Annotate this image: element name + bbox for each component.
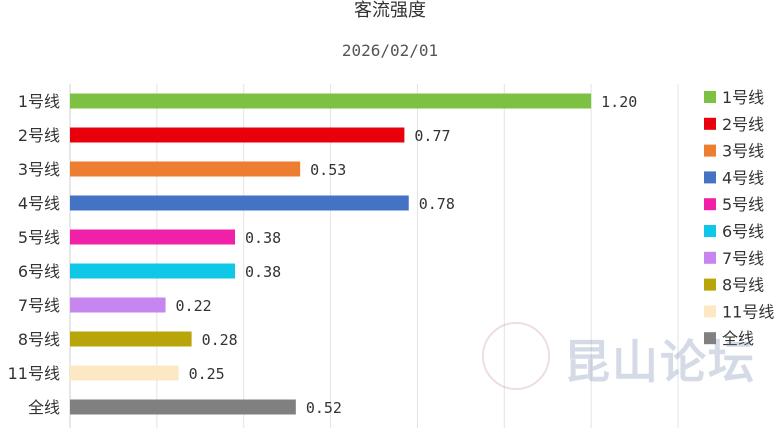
legend-label: 1号线 — [722, 88, 764, 107]
value-label: 0.38 — [245, 229, 281, 247]
legend-swatch — [704, 144, 716, 157]
legend-label: 4号线 — [722, 168, 764, 187]
bar-4 — [70, 195, 409, 211]
legend-label: 8号线 — [722, 276, 764, 295]
bar-3 — [70, 161, 301, 177]
legend-swatch — [704, 332, 716, 345]
value-label: 0.77 — [414, 127, 450, 145]
legend-label: 全线 — [722, 329, 754, 348]
category-label: 8号线 — [18, 330, 60, 349]
legend-swatch — [704, 305, 716, 318]
legend-swatch — [704, 251, 716, 264]
value-label: 0.22 — [176, 297, 212, 315]
value-label: 0.78 — [419, 195, 455, 213]
value-label: 0.53 — [310, 161, 346, 179]
bar-5 — [70, 229, 236, 245]
legend-swatch — [704, 91, 716, 103]
category-label: 6号线 — [18, 262, 60, 281]
legend-swatch — [704, 278, 716, 291]
legend-label: 7号线 — [722, 249, 764, 268]
legend-label: 2号线 — [722, 115, 764, 134]
legend-label: 6号线 — [722, 222, 764, 241]
bar-6 — [70, 263, 236, 279]
category-label: 11号线 — [8, 364, 60, 383]
category-label: 全线 — [28, 398, 60, 417]
value-label: 0.52 — [306, 399, 342, 417]
value-label: 0.28 — [202, 331, 238, 349]
chart-title: 客流强度 — [354, 0, 426, 21]
value-label: 0.38 — [245, 263, 281, 281]
legend-swatch — [704, 198, 716, 211]
category-label: 7号线 — [18, 296, 60, 315]
legend-swatch — [704, 225, 716, 237]
category-label: 4号线 — [18, 194, 60, 213]
bars — [70, 93, 592, 415]
bar-8 — [70, 331, 192, 347]
category-label: 3号线 — [18, 160, 60, 179]
legend-label: 11号线 — [722, 302, 774, 321]
bar-7 — [70, 297, 166, 313]
value-labels: 1.20 0.77 0.53 0.78 0.38 0.38 0.22 0.28 0.25 0.52 — [176, 93, 638, 417]
legend-label: 5号线 — [722, 195, 764, 214]
category-label: 1号线 — [18, 92, 60, 111]
legend-label: 3号线 — [722, 142, 764, 161]
category-label: 2号线 — [18, 126, 60, 145]
legend-swatch — [704, 117, 716, 130]
category-label: 5号线 — [18, 228, 60, 247]
chart-subtitle: 2026/02/01 — [342, 41, 438, 60]
value-label: 0.25 — [189, 365, 225, 383]
bar-10 — [70, 399, 296, 415]
value-label: 1.20 — [601, 93, 637, 111]
legend-swatch — [704, 171, 716, 184]
bar-1 — [70, 93, 592, 109]
bar-9 — [70, 365, 179, 381]
bar-2 — [70, 127, 405, 143]
